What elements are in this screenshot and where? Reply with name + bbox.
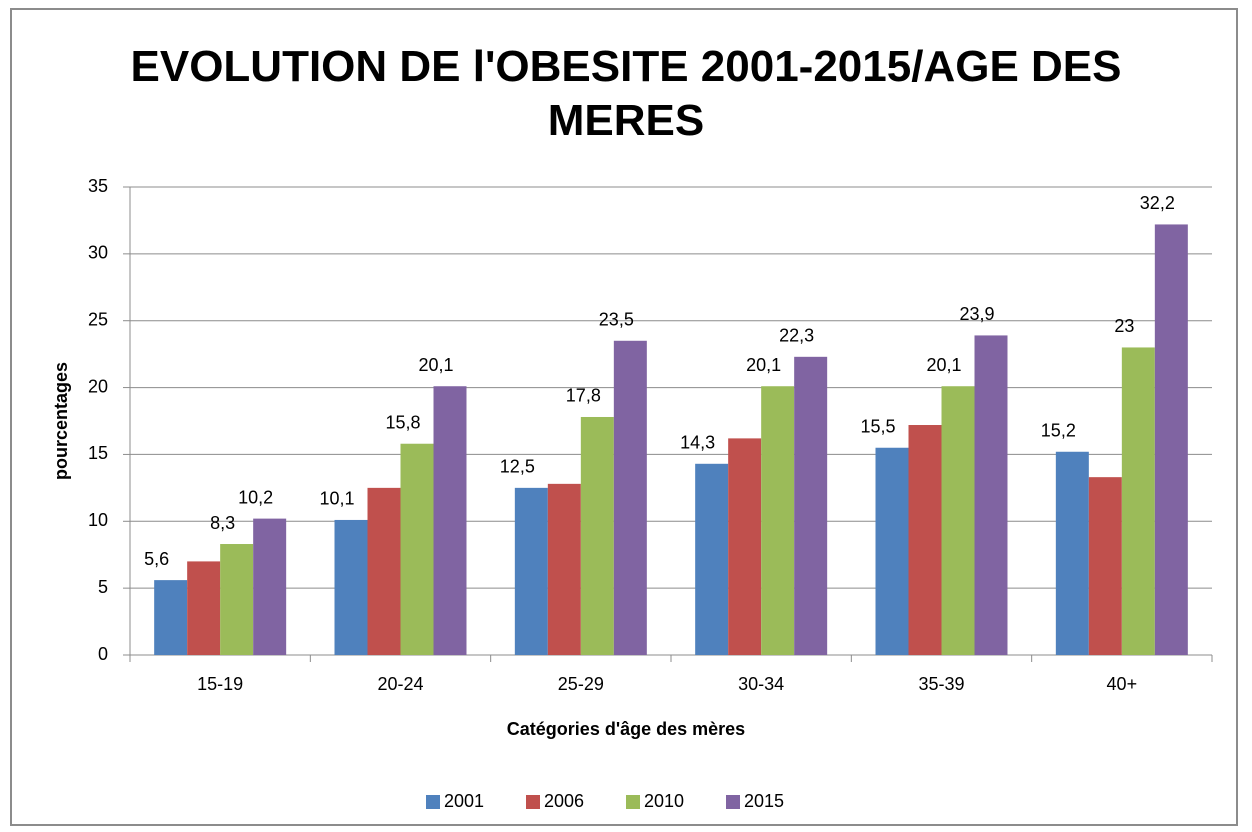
bar [1154, 224, 1188, 655]
bar [1088, 477, 1122, 655]
data-label: 10,1 [319, 489, 354, 509]
bar [1055, 451, 1089, 655]
chart-title: EVOLUTION DE l'OBESITE 2001-2015/AGE DES… [130, 42, 1122, 145]
bar [547, 483, 581, 655]
y-tick-label: 15 [88, 443, 108, 463]
data-label: 15,2 [1041, 421, 1076, 441]
bar [580, 416, 614, 655]
bar [334, 519, 368, 655]
bar [875, 447, 909, 655]
y-tick-label: 10 [88, 510, 108, 530]
bar [974, 335, 1008, 655]
x-tick-label: 25-29 [558, 674, 604, 694]
bar [220, 544, 254, 655]
bar [400, 443, 434, 655]
bar [613, 340, 647, 655]
chart-frame [10, 8, 1238, 826]
x-tick-label: 30-34 [738, 674, 784, 694]
data-label: 15,5 [860, 416, 895, 436]
data-label: 20,1 [926, 355, 961, 375]
y-tick-label: 25 [88, 309, 108, 329]
x-tick-label: 40+ [1107, 674, 1138, 694]
legend-swatch [626, 795, 640, 809]
legend-swatch [526, 795, 540, 809]
data-label: 5,6 [144, 549, 169, 569]
data-label: 8,3 [210, 513, 235, 533]
y-tick-label: 0 [98, 644, 108, 664]
bar [728, 438, 762, 655]
y-tick-label: 20 [88, 376, 108, 396]
bar [695, 463, 729, 655]
legend-swatch [426, 795, 440, 809]
legend-label: 2010 [644, 791, 684, 811]
data-label: 23 [1114, 316, 1134, 336]
bar [1121, 347, 1155, 655]
bar [908, 425, 942, 655]
legend-label: 2001 [444, 791, 484, 811]
bar [154, 580, 188, 655]
data-label: 12,5 [500, 457, 535, 477]
data-label: 32,2 [1140, 193, 1175, 213]
bar [253, 518, 287, 655]
data-label: 20,1 [418, 355, 453, 375]
x-tick-label: 20-24 [377, 674, 423, 694]
data-label: 15,8 [385, 412, 420, 432]
bar [187, 561, 221, 655]
y-tick-label: 35 [88, 176, 108, 196]
legend-label: 2006 [544, 791, 584, 811]
bar [761, 386, 795, 655]
data-label: 23,5 [599, 310, 634, 330]
bar [941, 386, 975, 655]
bar [433, 386, 467, 655]
bar [514, 487, 548, 655]
y-tick-label: 30 [88, 243, 108, 263]
data-label: 10,2 [238, 487, 273, 507]
data-label: 20,1 [746, 355, 781, 375]
x-tick-label: 35-39 [918, 674, 964, 694]
y-tick-label: 5 [98, 577, 108, 597]
data-label: 14,3 [680, 433, 715, 453]
legend-label: 2015 [744, 791, 784, 811]
x-tick-label: 15-19 [197, 674, 243, 694]
y-axis-title: pourcentages [51, 362, 71, 480]
data-label: 17,8 [566, 386, 601, 406]
bar [367, 487, 401, 655]
x-axis-title: Catégories d'âge des mères [507, 719, 745, 739]
data-label: 22,3 [779, 326, 814, 346]
legend-swatch [726, 795, 740, 809]
bar [794, 356, 828, 655]
data-label: 23,9 [959, 304, 994, 324]
